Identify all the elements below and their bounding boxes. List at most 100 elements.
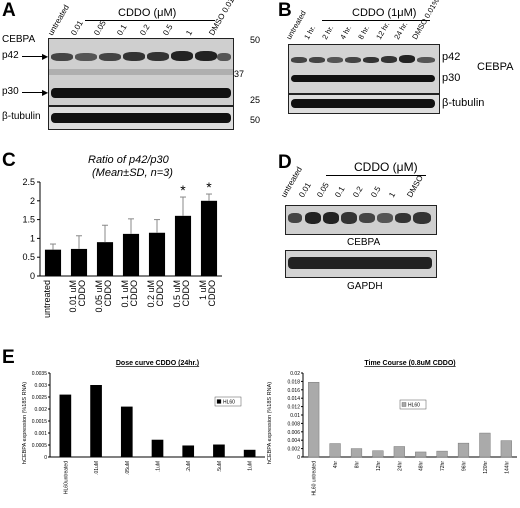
y-tick-label: 1 <box>30 233 35 243</box>
panel-a-letter: A <box>2 0 16 21</box>
x-tick-label: CDDO <box>77 280 87 307</box>
x-tick-label: 12hr <box>376 461 382 471</box>
x-tick-label: untreated <box>42 280 52 318</box>
y-tick-label: 0.008 <box>287 421 300 427</box>
lane-label: 0.1 <box>333 184 347 199</box>
bar <box>174 215 192 276</box>
panel-b-band-label-p30: p30 <box>442 72 461 84</box>
x-tick-label: 1 uM <box>198 280 208 300</box>
panel-b-header-line <box>322 20 430 21</box>
y-tick-label: 0 <box>297 455 300 461</box>
x-tick-label: CDDO <box>155 280 165 307</box>
chart-c-title-line2: (Mean±SD, n=3) <box>92 167 173 179</box>
x-tick-label: .05uM <box>125 461 131 475</box>
x-tick-label: 4hr <box>333 461 339 469</box>
bar <box>59 394 72 457</box>
y-tick-label: 0.001 <box>34 431 47 437</box>
y-tick-label: 0.01 <box>290 413 300 419</box>
bar <box>122 233 140 276</box>
arrow-right-icon: ▶ <box>42 88 49 97</box>
panel-a-protein-label: CEBPA <box>2 34 36 45</box>
panel-b-blot-cebpa <box>288 44 440 94</box>
bar <box>182 445 195 457</box>
lane-label: 24 hr. <box>392 20 410 41</box>
panel-b-band-label-tubulin: β-tubulin <box>442 97 485 109</box>
panel-d-blot-label-cebpa: CEBPA <box>347 237 381 248</box>
significance-marker: * <box>180 182 186 198</box>
panel-b-band-label-p42: p42 <box>442 51 461 63</box>
panel-a-band-label-p42: p42 <box>2 50 19 61</box>
x-tick-label: .5uM <box>217 461 223 472</box>
y-tick-label: 0.5 <box>22 252 35 262</box>
y-tick-label: 0.012 <box>287 405 300 411</box>
legend-swatch <box>216 399 222 404</box>
x-tick-label: .01uM <box>94 461 100 475</box>
bar <box>120 406 133 457</box>
x-tick-label: 120hr <box>483 461 489 474</box>
bar <box>329 443 341 458</box>
bar <box>372 450 384 458</box>
lane-label: 0.01 <box>69 19 85 37</box>
x-tick-label: 8hr <box>355 461 361 469</box>
bar <box>200 200 218 276</box>
x-tick-label: 0.5 uM <box>172 280 182 308</box>
x-tick-label: 1uM <box>248 461 254 471</box>
lane-label: 1 hr. <box>302 23 318 41</box>
bar <box>436 450 448 458</box>
lane-label: 0.5 <box>161 22 175 37</box>
y-tick-label: 0.014 <box>287 396 300 402</box>
bar <box>44 249 62 276</box>
panel-d-blot-label-gapdh: GAPDH <box>347 281 383 292</box>
bar <box>415 451 427 458</box>
x-tick-label: 0.01 uM <box>68 280 78 313</box>
x-tick-label: 24hr <box>397 461 403 471</box>
legend-swatch <box>401 402 407 407</box>
panel-a-arrow-p42 <box>22 56 46 57</box>
x-tick-label: CDDO <box>103 280 113 307</box>
legend-label: HL60 <box>408 403 420 409</box>
bar <box>90 385 102 457</box>
y-tick-label: 0.018 <box>287 379 300 385</box>
y-tick-label: 1.5 <box>22 215 35 225</box>
lane-label: 0.05 <box>315 181 331 199</box>
panel-a-header-line <box>85 20 215 21</box>
x-tick-label: .2uM <box>186 461 192 472</box>
bar <box>479 432 491 458</box>
panel-c-letter: C <box>2 150 16 171</box>
panel-a-marker-25: 25 <box>250 95 261 105</box>
lane-label: 0.2 <box>138 22 152 37</box>
y-tick-label: 0 <box>30 271 35 281</box>
bar <box>350 448 363 458</box>
y-axis-label: hCEBPA expression (%18S RNA) <box>267 382 273 464</box>
lane-label: 1 <box>184 28 195 37</box>
panel-a-band-label-p30: p30 <box>2 86 19 97</box>
y-tick-label: 0.0025 <box>32 395 48 401</box>
y-tick-label: 0 <box>44 455 47 461</box>
bar <box>151 439 164 457</box>
y-tick-label: 0.0035 <box>32 371 48 377</box>
y-tick-label: 0.006 <box>287 430 300 436</box>
x-tick-label: HL60 untreated <box>312 461 318 496</box>
y-tick-label: 0.002 <box>287 447 300 453</box>
y-tick-label: 2 <box>30 196 35 206</box>
lane-label: 4 hr. <box>338 23 354 41</box>
lane-label: 0.1 <box>115 22 129 37</box>
y-tick-label: 0.002 <box>34 407 47 413</box>
lane-label: 0.05 <box>92 19 108 37</box>
legend-box <box>214 396 242 407</box>
panel-a-blot-tubulin <box>48 106 234 130</box>
bar <box>96 242 114 276</box>
lane-label: 1 <box>387 190 398 199</box>
panel-b-treatment-header: CDDO (1μM) <box>352 7 417 19</box>
lane-label: untreated <box>46 3 71 38</box>
x-tick-label: 144hr <box>504 461 510 474</box>
x-tick-label: .1uM <box>156 461 162 472</box>
y-tick-label: 0.016 <box>287 388 300 394</box>
y-axis-label: hCEBPA expression (%18S RNA) <box>22 382 28 464</box>
panel-d-blot-gapdh <box>285 250 437 278</box>
panel-a-band-label-tubulin: β-tubulin <box>2 111 41 122</box>
panel-b-blot-tubulin <box>288 94 440 114</box>
x-tick-label: 0.05 uM <box>94 280 104 313</box>
panel-b-letter: B <box>278 0 292 21</box>
